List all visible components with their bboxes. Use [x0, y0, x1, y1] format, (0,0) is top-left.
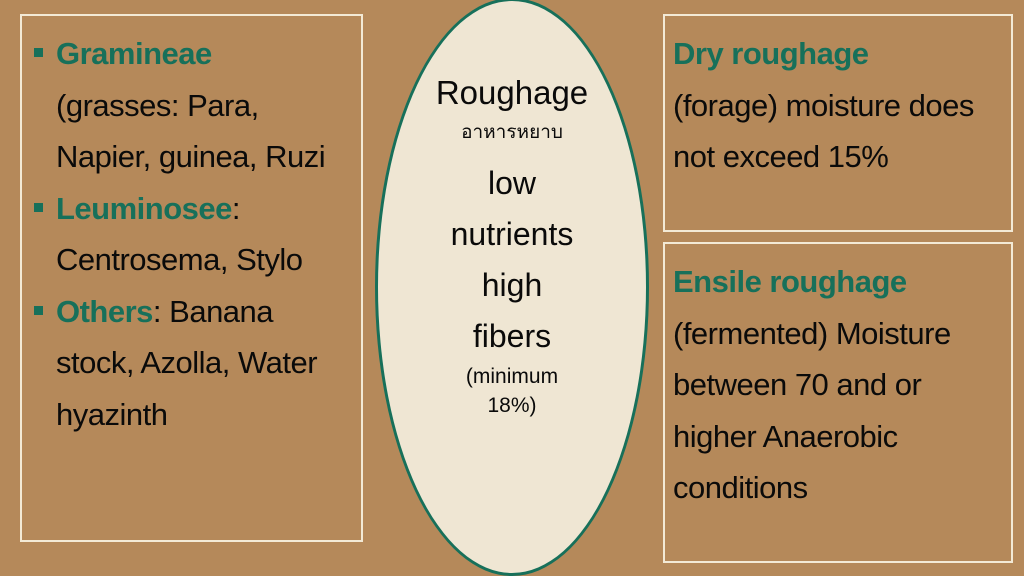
ensile-roughage-box: Ensile roughage (fermented) Moisture betw…: [663, 242, 1013, 563]
square-bullet-icon: [34, 202, 43, 212]
square-bullet-icon: [34, 48, 43, 57]
roughage-ellipse: [375, 0, 649, 576]
list-item: Others: Banana stock, Azolla, Water hyaz…: [34, 286, 334, 441]
roughage-definition: Roughage อาหารหยาบ low nutrients high fi…: [375, 70, 649, 420]
list-item: Gramineae (grasses: Para, Napier, guinea…: [34, 28, 334, 183]
forage-types-box: Gramineae (grasses: Para, Napier, guinea…: [20, 14, 363, 542]
roughage-title: Roughage: [435, 74, 589, 111]
square-bullet-icon: [34, 305, 43, 315]
dry-roughage-box: Dry roughage (forage) moisture does not e…: [663, 14, 1013, 232]
thai-title: อาหารหยาบ: [461, 121, 563, 143]
list-item: Leuminosee: Centrosema, Stylo: [34, 183, 334, 286]
